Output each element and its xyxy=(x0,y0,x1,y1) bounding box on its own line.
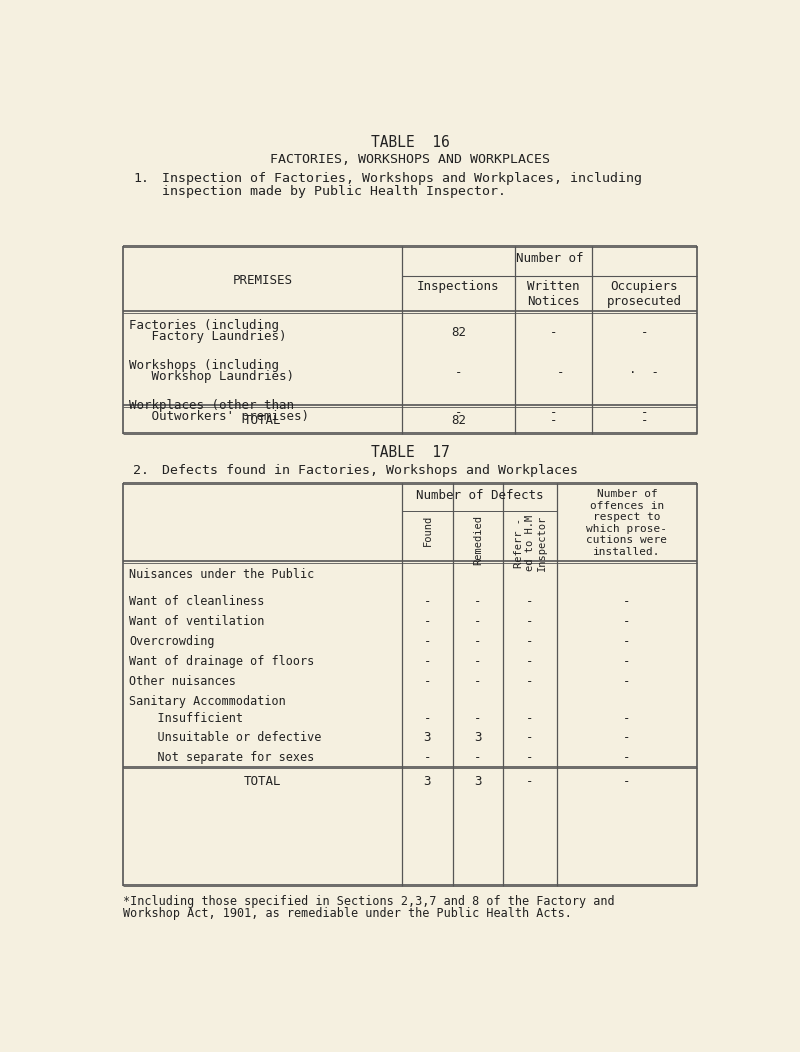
Text: inspection made by Public Health Inspector.: inspection made by Public Health Inspect… xyxy=(162,185,506,198)
Text: 82: 82 xyxy=(451,414,466,427)
Text: -: - xyxy=(424,595,431,608)
Text: 2.: 2. xyxy=(134,464,150,477)
Text: -: - xyxy=(454,366,462,380)
Text: Insufficient: Insufficient xyxy=(130,712,243,725)
Text: -: - xyxy=(526,675,534,688)
Text: -: - xyxy=(474,615,482,628)
Text: *Including those specified in Sections 2,3,7 and 8 of the Factory and: *Including those specified in Sections 2… xyxy=(123,895,615,909)
Text: Inspection of Factories, Workshops and Workplaces, including: Inspection of Factories, Workshops and W… xyxy=(162,173,642,185)
Text: Written
Notices: Written Notices xyxy=(527,280,580,308)
Text: Unsuitable or defective: Unsuitable or defective xyxy=(130,731,322,745)
Text: -: - xyxy=(424,655,431,668)
Text: 1.: 1. xyxy=(134,173,150,185)
Text: -: - xyxy=(623,712,630,725)
Text: Factories (including: Factories (including xyxy=(130,319,279,331)
Text: -: - xyxy=(474,595,482,608)
Text: Sanitary Accommodation: Sanitary Accommodation xyxy=(130,695,286,708)
Text: -: - xyxy=(474,635,482,648)
Text: Number of Defects: Number of Defects xyxy=(416,489,543,502)
Text: -: - xyxy=(474,675,482,688)
Text: Workplaces (other than: Workplaces (other than xyxy=(130,399,294,411)
Text: -: - xyxy=(550,414,557,427)
Text: Found: Found xyxy=(422,515,433,546)
Text: Referr -
ed to H.M
Inspector: Referr - ed to H.M Inspector xyxy=(514,515,546,571)
Text: Workshop Act, 1901, as remediable under the Public Health Acts.: Workshop Act, 1901, as remediable under … xyxy=(123,907,572,920)
Text: -: - xyxy=(424,675,431,688)
Text: -: - xyxy=(542,366,565,380)
Text: -: - xyxy=(424,751,431,764)
Text: -: - xyxy=(550,406,557,420)
Text: ·  -: · - xyxy=(630,366,659,380)
Text: 82: 82 xyxy=(451,326,466,340)
Text: Nuisances under the Public: Nuisances under the Public xyxy=(130,568,314,581)
Text: -: - xyxy=(623,731,630,745)
Text: -: - xyxy=(526,615,534,628)
Text: -: - xyxy=(526,655,534,668)
Text: -: - xyxy=(641,414,648,427)
Text: Want of drainage of floors: Want of drainage of floors xyxy=(130,655,314,668)
Text: Other nuisances: Other nuisances xyxy=(130,675,236,688)
Text: -: - xyxy=(526,595,534,608)
Text: Overcrowding: Overcrowding xyxy=(130,635,215,648)
Text: Remedied: Remedied xyxy=(473,515,483,565)
Text: Workshop Laundries): Workshop Laundries) xyxy=(130,369,294,383)
Text: -: - xyxy=(641,326,648,340)
Text: -: - xyxy=(474,751,482,764)
Text: -: - xyxy=(623,635,630,648)
Text: Occupiers
prosecuted: Occupiers prosecuted xyxy=(607,280,682,308)
Text: -: - xyxy=(454,406,462,420)
Text: -: - xyxy=(623,774,630,788)
Text: PREMISES: PREMISES xyxy=(233,275,293,287)
Text: -: - xyxy=(623,655,630,668)
Text: -: - xyxy=(623,615,630,628)
Text: Want of cleanliness: Want of cleanliness xyxy=(130,595,265,608)
Text: -: - xyxy=(474,655,482,668)
Text: -: - xyxy=(424,635,431,648)
Text: TOTAL: TOTAL xyxy=(244,774,282,788)
Text: -: - xyxy=(526,712,534,725)
Text: 3: 3 xyxy=(474,774,482,788)
Text: Want of ventilation: Want of ventilation xyxy=(130,615,265,628)
Text: Outworkers' premises): Outworkers' premises) xyxy=(130,409,310,423)
Text: -: - xyxy=(623,751,630,764)
Text: 3: 3 xyxy=(474,731,482,745)
Text: -: - xyxy=(526,751,534,764)
Text: -: - xyxy=(526,774,534,788)
Text: 3: 3 xyxy=(424,731,431,745)
Text: -: - xyxy=(424,712,431,725)
Text: 3: 3 xyxy=(424,774,431,788)
Text: Inspections: Inspections xyxy=(417,280,500,294)
Text: -: - xyxy=(526,635,534,648)
Text: TABLE  17: TABLE 17 xyxy=(370,445,450,460)
Text: -: - xyxy=(550,326,557,340)
Text: Factory Laundries): Factory Laundries) xyxy=(130,329,287,343)
Text: TABLE  16: TABLE 16 xyxy=(370,136,450,150)
Text: Not separate for sexes: Not separate for sexes xyxy=(130,751,314,764)
Text: Number of: Number of xyxy=(516,251,583,265)
Text: FACTORIES, WORKSHOPS AND WORKPLACES: FACTORIES, WORKSHOPS AND WORKPLACES xyxy=(270,154,550,166)
Text: TOTAL: TOTAL xyxy=(244,414,282,427)
Text: -: - xyxy=(623,595,630,608)
Text: -: - xyxy=(474,712,482,725)
Text: -: - xyxy=(641,406,648,420)
Text: -: - xyxy=(623,675,630,688)
Text: Number of
offences in
respect to
which prose-
cutions were
installed.: Number of offences in respect to which p… xyxy=(586,489,667,557)
Text: Workshops (including: Workshops (including xyxy=(130,359,279,371)
Text: -: - xyxy=(526,731,534,745)
Text: -: - xyxy=(424,615,431,628)
Text: Defects found in Factories, Workshops and Workplaces: Defects found in Factories, Workshops an… xyxy=(162,464,578,477)
